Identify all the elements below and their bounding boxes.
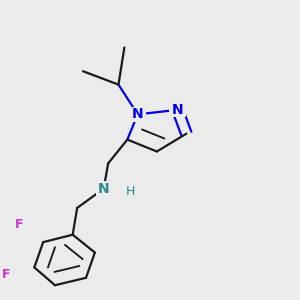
Text: N: N [98,182,109,196]
Text: H: H [126,185,135,198]
FancyBboxPatch shape [169,102,186,117]
Text: F: F [2,268,10,281]
Text: N: N [132,107,143,121]
Text: N: N [172,103,183,117]
FancyBboxPatch shape [130,107,146,122]
Text: F: F [14,218,23,231]
FancyBboxPatch shape [96,181,112,196]
